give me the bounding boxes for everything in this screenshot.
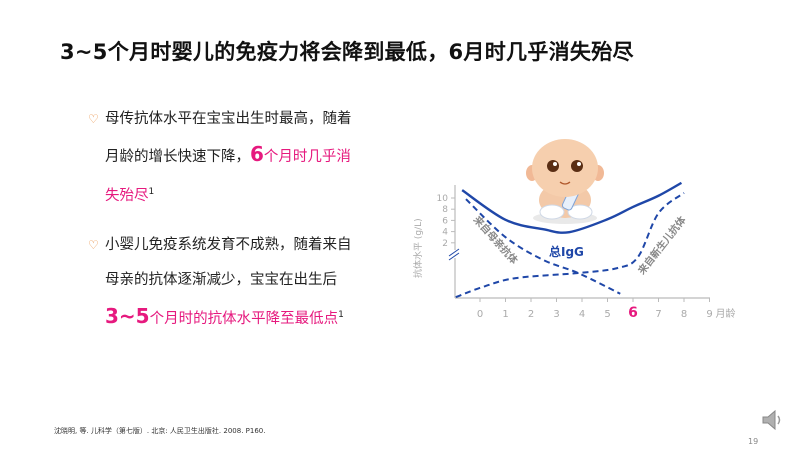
x-tick-label: 2 bbox=[528, 309, 534, 320]
y-tick-label: 4 bbox=[442, 228, 448, 238]
x-tick-label: 1 bbox=[502, 309, 508, 320]
highlight-text: 失殆尽 bbox=[105, 187, 149, 204]
series-line-1 bbox=[461, 181, 683, 234]
citation-mark: 1 bbox=[148, 187, 155, 197]
y-tick-label: 10 bbox=[437, 194, 449, 204]
bullet-text: 月龄的增长快速下降， bbox=[105, 149, 250, 165]
series-line-3 bbox=[455, 192, 685, 299]
footnote: 沈晓明, 等. 儿科学（第七版）. 北京: 人民卫生出版社. 2008. P16… bbox=[54, 427, 266, 435]
x-tick-label: 3 bbox=[553, 309, 559, 320]
bullet-1-line-1: 母传抗体水平在宝宝出生时最高，随着 bbox=[105, 111, 352, 127]
highlight-number: 6 bbox=[250, 142, 264, 166]
page-number: 19 bbox=[748, 437, 759, 446]
bullet-1: ♡ 母传抗体水平在宝宝出生时最高，随着 月龄的增长快速下降，6个月时几乎消 失殆… bbox=[88, 102, 378, 214]
citation-mark: 1 bbox=[338, 310, 344, 320]
series-label-total-igg: 总IgG bbox=[549, 244, 584, 259]
bullet-2: ♡ 小婴儿免疫系统发育不成熟，随着来自 母亲的抗体逐渐减少，宝宝在出生后 3~5… bbox=[88, 228, 378, 337]
x-tick-label: 6 bbox=[628, 305, 638, 321]
slide-title: 3~5个月时婴儿的免疫力将会降到最低，6月时几乎消失殆尽 bbox=[60, 40, 634, 64]
highlight-number: 3~5 bbox=[105, 303, 150, 328]
x-axis-label: 月龄 bbox=[716, 307, 736, 320]
highlight-text: 个月时的抗体水平降至最低点 bbox=[149, 310, 339, 327]
y-tick-label: 2 bbox=[442, 239, 448, 249]
x-tick-label: 5 bbox=[604, 309, 610, 320]
bullet-2-line-2: 母亲的抗体逐渐减少，宝宝在出生后 bbox=[105, 272, 337, 288]
y-tick-label: 8 bbox=[442, 205, 448, 215]
bullet-1-line-2: 月龄的增长快速下降，6个月时几乎消 bbox=[105, 137, 378, 175]
baby-illustration bbox=[526, 139, 604, 224]
axis-break-mark bbox=[448, 252, 460, 261]
bullet-2-line-1: 小婴儿免疫系统发育不成熟，随着来自 bbox=[105, 237, 352, 253]
bullet-1-line-3: 失殆尽1 bbox=[105, 175, 378, 214]
series-label-maternal: 来自母亲抗体 bbox=[470, 213, 521, 268]
y-axis-label: 抗体水平 (g/L) bbox=[412, 218, 424, 278]
series-label-newborn: 来自新生儿抗体 bbox=[635, 213, 690, 278]
speaker-icon[interactable] bbox=[760, 408, 784, 432]
x-tick-label: 8 bbox=[681, 309, 687, 320]
x-tick-label: 7 bbox=[655, 309, 661, 320]
bullet-2-line-3: 3~5个月时的抗体水平降至最低点1 bbox=[105, 298, 378, 337]
heart-icon: ♡ bbox=[88, 238, 99, 252]
x-tick-label: 0 bbox=[477, 309, 483, 320]
x-tick-label: 9 bbox=[706, 309, 712, 320]
x-tick-label: 4 bbox=[579, 309, 585, 320]
y-tick-label: 6 bbox=[442, 216, 448, 226]
axis-break-mark bbox=[448, 248, 460, 257]
series-line-2 bbox=[465, 198, 621, 295]
heart-icon: ♡ bbox=[88, 112, 99, 126]
highlight-text: 个月时几乎消 bbox=[263, 149, 351, 165]
